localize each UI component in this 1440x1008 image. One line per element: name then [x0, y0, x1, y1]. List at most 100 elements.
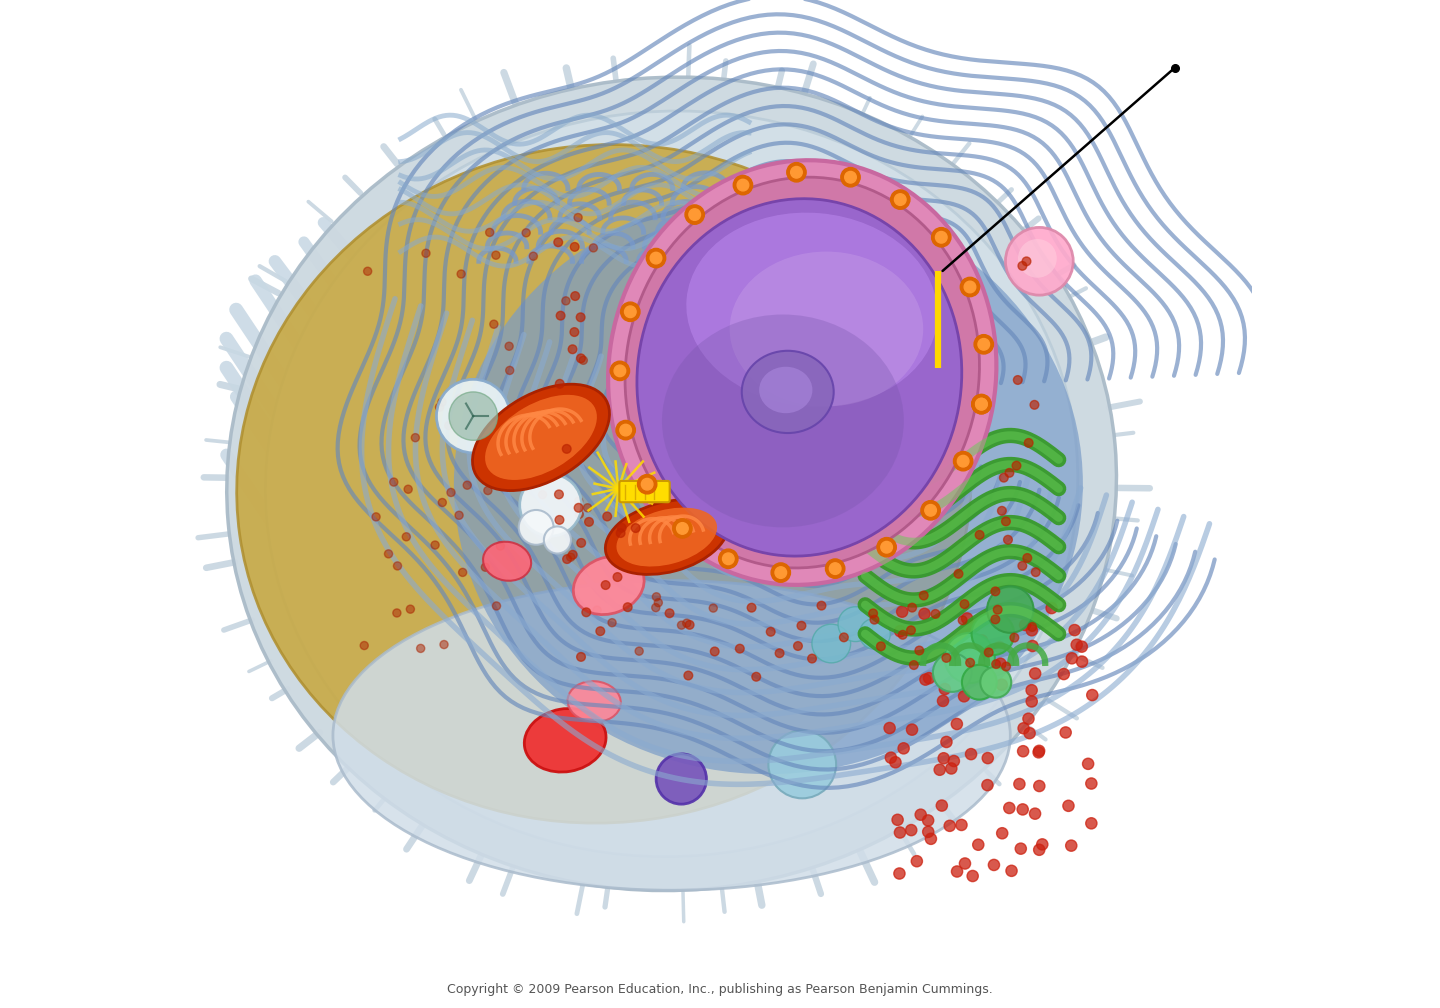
Circle shape — [936, 800, 948, 811]
Circle shape — [1014, 778, 1025, 789]
Ellipse shape — [625, 177, 979, 568]
Circle shape — [952, 719, 962, 730]
Circle shape — [992, 660, 1001, 668]
Circle shape — [897, 606, 907, 617]
Circle shape — [631, 524, 639, 532]
Circle shape — [770, 562, 791, 583]
Circle shape — [570, 243, 579, 251]
Circle shape — [868, 609, 877, 618]
Circle shape — [412, 433, 419, 442]
Circle shape — [939, 683, 950, 695]
Circle shape — [579, 356, 588, 364]
Circle shape — [554, 238, 563, 247]
Circle shape — [589, 244, 598, 252]
Circle shape — [672, 519, 693, 538]
Ellipse shape — [687, 213, 937, 406]
Circle shape — [937, 696, 949, 707]
Circle shape — [582, 608, 590, 617]
Circle shape — [638, 475, 657, 494]
Circle shape — [484, 487, 492, 495]
Circle shape — [530, 252, 537, 260]
Circle shape — [958, 616, 968, 625]
Circle shape — [775, 566, 786, 579]
Circle shape — [405, 485, 412, 493]
Circle shape — [1066, 653, 1077, 664]
Circle shape — [798, 621, 806, 630]
Circle shape — [976, 398, 988, 410]
Circle shape — [945, 633, 995, 683]
Circle shape — [690, 446, 698, 454]
Circle shape — [701, 256, 710, 264]
Circle shape — [449, 392, 497, 440]
Circle shape — [687, 394, 694, 402]
Circle shape — [958, 456, 969, 467]
Circle shape — [1005, 228, 1073, 295]
Circle shape — [710, 604, 717, 612]
Ellipse shape — [472, 384, 609, 491]
Circle shape — [991, 587, 999, 596]
Circle shape — [641, 479, 652, 490]
Circle shape — [959, 690, 969, 702]
Ellipse shape — [662, 314, 904, 527]
Circle shape — [688, 226, 697, 235]
Circle shape — [611, 361, 629, 381]
Circle shape — [435, 403, 444, 411]
Circle shape — [563, 554, 572, 563]
Circle shape — [665, 609, 674, 618]
Circle shape — [860, 618, 890, 649]
Circle shape — [962, 613, 972, 624]
Circle shape — [544, 526, 572, 553]
Circle shape — [894, 194, 906, 206]
Circle shape — [703, 437, 711, 446]
Circle shape — [924, 505, 936, 516]
Ellipse shape — [636, 199, 962, 556]
Circle shape — [1022, 553, 1031, 562]
Circle shape — [683, 619, 691, 627]
Circle shape — [576, 312, 585, 322]
Circle shape — [981, 666, 1011, 698]
Circle shape — [775, 649, 783, 657]
Text: Copyright © 2009 Pearson Education, Inc., publishing as Pearson Benjamin Cumming: Copyright © 2009 Pearson Education, Inc.… — [448, 983, 992, 996]
Circle shape — [1030, 400, 1038, 409]
Circle shape — [1022, 257, 1031, 266]
Circle shape — [554, 490, 563, 499]
Circle shape — [422, 249, 431, 257]
Circle shape — [575, 503, 583, 512]
Circle shape — [1027, 684, 1037, 696]
Circle shape — [936, 232, 948, 243]
Circle shape — [894, 827, 906, 838]
Circle shape — [919, 591, 929, 600]
Circle shape — [986, 587, 1034, 633]
Circle shape — [585, 517, 593, 526]
Circle shape — [945, 821, 955, 832]
Circle shape — [923, 672, 935, 683]
Ellipse shape — [333, 581, 1011, 890]
Circle shape — [1017, 803, 1028, 815]
Circle shape — [438, 398, 446, 406]
Ellipse shape — [730, 252, 923, 406]
Circle shape — [490, 447, 498, 455]
Circle shape — [932, 228, 950, 247]
Circle shape — [1032, 747, 1044, 758]
Circle shape — [1030, 808, 1041, 820]
Circle shape — [912, 856, 923, 867]
Circle shape — [845, 171, 857, 183]
Circle shape — [455, 511, 464, 519]
Circle shape — [562, 296, 570, 304]
Circle shape — [1018, 723, 1030, 734]
Circle shape — [583, 504, 592, 512]
Circle shape — [965, 749, 976, 760]
Circle shape — [982, 779, 994, 790]
Circle shape — [1034, 745, 1045, 756]
Circle shape — [972, 394, 991, 414]
Circle shape — [363, 267, 372, 275]
Circle shape — [1034, 780, 1045, 791]
Circle shape — [959, 858, 971, 869]
Circle shape — [698, 213, 707, 221]
Circle shape — [825, 559, 845, 579]
Ellipse shape — [608, 160, 996, 585]
Circle shape — [991, 615, 999, 624]
Circle shape — [576, 652, 586, 661]
Circle shape — [570, 328, 579, 337]
Circle shape — [1015, 843, 1027, 854]
